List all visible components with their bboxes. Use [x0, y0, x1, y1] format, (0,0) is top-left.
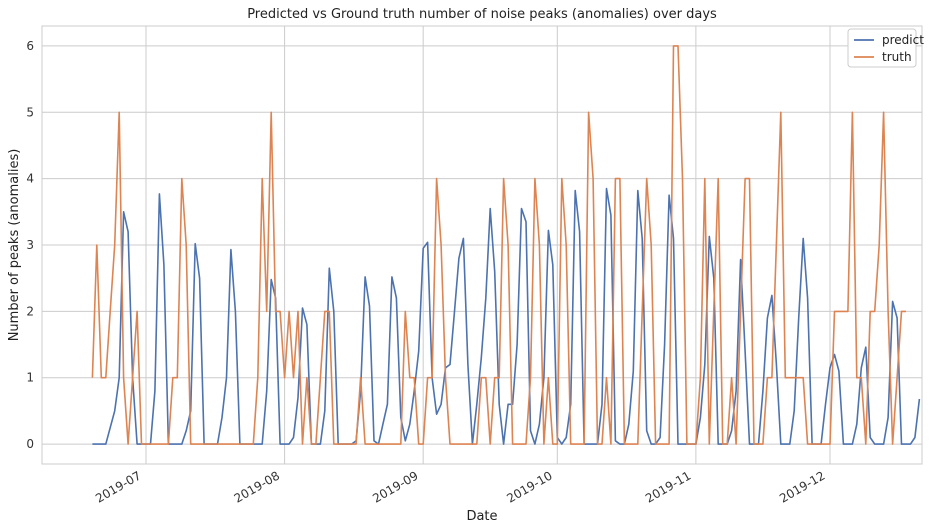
- legend-label-predict: predict: [882, 33, 924, 47]
- chart-title: Predicted vs Ground truth number of nois…: [247, 7, 717, 22]
- y-tick-label: 6: [26, 39, 34, 53]
- y-tick-label: 2: [26, 304, 34, 318]
- legend: predict truth: [847, 28, 924, 68]
- series-layer: [91, 45, 921, 445]
- y-axis-tick-labels: 0 1 2 3 4 5 6: [26, 39, 34, 451]
- y-tick-label: 4: [26, 172, 34, 186]
- y-tick-label: 1: [26, 371, 34, 385]
- legend-label-truth: truth: [882, 50, 912, 64]
- y-tick-label: 5: [26, 105, 34, 119]
- y-axis-title: Number of peaks (anomalies): [7, 149, 22, 342]
- y-tick-label: 0: [26, 437, 34, 451]
- y-tick-label: 3: [26, 238, 34, 252]
- x-axis-title: Date: [466, 509, 497, 524]
- series-line-truth: [91, 45, 906, 445]
- plot-frame: [41, 25, 923, 465]
- series-line-predict: [92, 187, 921, 445]
